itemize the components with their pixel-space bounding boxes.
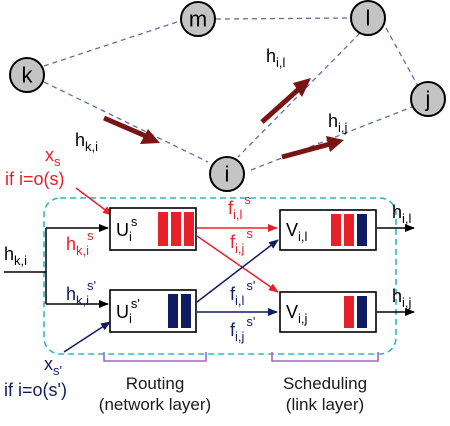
caption-routing: Routing bbox=[126, 374, 185, 393]
svg-text:m: m bbox=[189, 7, 207, 32]
queue-v-ij: Vi,j bbox=[279, 291, 377, 333]
packet-red bbox=[158, 212, 168, 246]
node-internal-boundary bbox=[43, 197, 397, 355]
label-h-ki-top: hk,i bbox=[75, 130, 98, 154]
scheduling-bracket bbox=[271, 352, 379, 362]
label-h-ij-output: hi,j bbox=[392, 286, 412, 310]
svg-text:k: k bbox=[22, 63, 34, 88]
caption-link-layer: (link layer) bbox=[286, 395, 364, 414]
label-x-s: xs bbox=[45, 145, 61, 169]
svg-text:l: l bbox=[366, 6, 371, 31]
route-s-to-vij bbox=[196, 235, 279, 293]
label-h-ki-s-prime: hk,is' bbox=[66, 278, 96, 308]
label-x-s-prime: xs' bbox=[44, 354, 62, 378]
node-i: i bbox=[209, 156, 245, 192]
label-f-il-s-prime: fi,ls' bbox=[230, 278, 255, 308]
label-h-il-output: hi,l bbox=[392, 202, 412, 226]
svg-text:i: i bbox=[225, 162, 230, 187]
packet-navy bbox=[168, 294, 178, 328]
queue-u-i-s-label: Uis bbox=[116, 214, 138, 244]
queue-v-il-label: Vi,l bbox=[286, 220, 308, 244]
queue-v-il: Vi,l bbox=[279, 209, 377, 251]
arrow-k-i-head bbox=[140, 129, 160, 144]
network-nodes: m l k j i bbox=[9, 0, 446, 192]
label-f-il-s: fi,ls bbox=[228, 192, 251, 222]
label-f-ij-s-prime: fi,js' bbox=[230, 314, 255, 344]
label-x-s-condition: if i=o(s) bbox=[5, 169, 65, 189]
queue-v-ij-label: Vi,j bbox=[286, 302, 308, 326]
arrow-x-s-prime bbox=[63, 321, 111, 353]
packet-navy bbox=[181, 294, 191, 328]
caption-scheduling: Scheduling bbox=[283, 374, 367, 393]
edge-l-j bbox=[385, 27, 419, 87]
edge-i-j bbox=[250, 106, 413, 171]
label-h-il-top: hi,l bbox=[266, 46, 286, 70]
node-j: j bbox=[410, 81, 446, 117]
arrow-i-j-head bbox=[326, 136, 344, 152]
link-flow-arrows bbox=[103, 78, 344, 160]
arrow-k-i bbox=[103, 115, 149, 140]
arrow-i-j bbox=[281, 141, 331, 160]
svg-text:j: j bbox=[425, 87, 431, 112]
caption-network-layer: (network layer) bbox=[99, 395, 211, 414]
arrow-x-s bbox=[75, 187, 113, 216]
label-h-ij-top: hi,j bbox=[328, 111, 348, 135]
label-h-ki-s: hk,is bbox=[66, 228, 94, 258]
queue-u-i-s-prime-label: Uis' bbox=[116, 296, 140, 326]
edge-l-i bbox=[237, 32, 361, 158]
edge-m-l bbox=[215, 17, 351, 20]
packet-red bbox=[344, 296, 354, 328]
packet-red bbox=[344, 214, 354, 246]
network-edges bbox=[43, 17, 419, 171]
packet-navy bbox=[357, 214, 367, 246]
packet-red bbox=[171, 212, 181, 246]
edge-k-i bbox=[43, 81, 209, 163]
arrow-i-l-head bbox=[293, 78, 311, 97]
node-k: k bbox=[9, 57, 45, 93]
edge-k-m bbox=[43, 20, 181, 67]
packet-navy bbox=[357, 296, 367, 328]
queue-u-i-s-prime: Uis' bbox=[109, 289, 197, 333]
routing-bracket bbox=[103, 352, 207, 362]
label-h-ki-input: hk,i bbox=[4, 244, 27, 268]
packet-red bbox=[331, 214, 341, 246]
node-m: m bbox=[180, 1, 216, 37]
node-l: l bbox=[350, 0, 386, 36]
arrow-i-l bbox=[260, 86, 302, 124]
route-s-prime-to-vil bbox=[196, 239, 279, 303]
label-f-ij-s: fi,js bbox=[230, 226, 253, 256]
label-x-s-prime-condition: if i=o(s') bbox=[4, 380, 67, 400]
packet-red bbox=[184, 212, 194, 246]
queue-u-i-s: Uis bbox=[109, 207, 197, 251]
